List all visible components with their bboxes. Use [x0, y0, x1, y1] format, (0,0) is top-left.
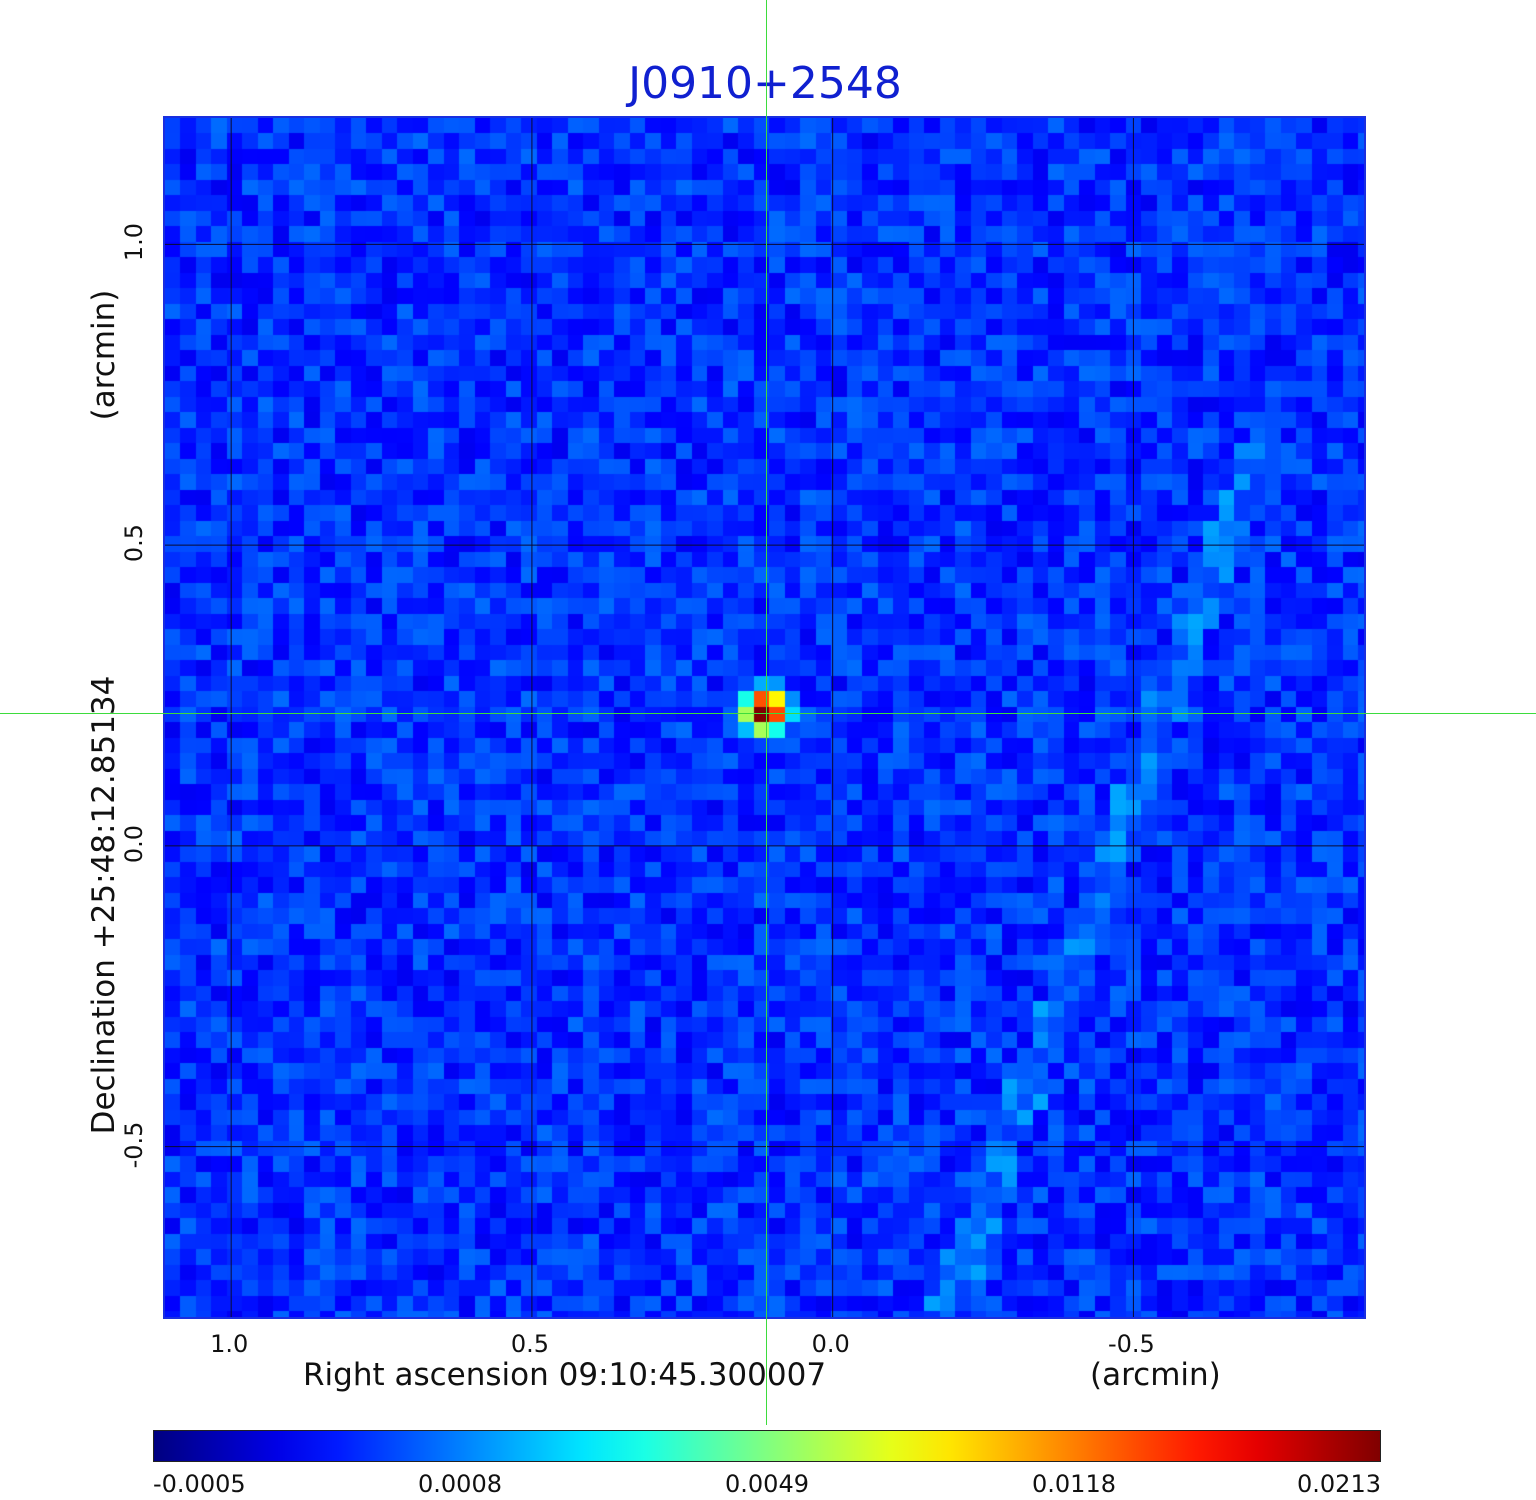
y-axis-label: Declination +25:48:12.85134: [86, 675, 122, 1135]
y-tick-label: 0.5: [120, 523, 148, 563]
colorbar-tick-label: 0.0008: [418, 1470, 502, 1498]
colorbar: [153, 1430, 1381, 1462]
colorbar-tick-label: 0.0049: [725, 1470, 809, 1498]
coordinate-grid: [165, 118, 1364, 1317]
colorbar-tick-label: 0.0118: [1032, 1470, 1116, 1498]
chart-title: J0910+2548: [628, 58, 902, 109]
x-tick-label: 1.0: [210, 1330, 249, 1358]
x-tick-label: -0.5: [1107, 1330, 1155, 1358]
y-tick-label: -0.5: [120, 1121, 148, 1168]
sky-image[interactable]: [163, 116, 1366, 1319]
y-tick-label: 1.0: [120, 223, 148, 262]
intensity-map: [165, 118, 1364, 1317]
x-axis-unit: (arcmin): [1090, 1357, 1221, 1393]
x-axis-label: Right ascension 09:10:45.300007: [303, 1357, 827, 1393]
y-axis-unit: (arcmin): [86, 289, 122, 421]
x-tick-label: 0.0: [811, 1330, 850, 1358]
x-tick-label: 0.5: [510, 1330, 549, 1358]
colorbar-tick-label: 0.0213: [1297, 1470, 1381, 1498]
y-tick-label: 0.0: [120, 824, 148, 863]
crosshair-horizontal: [0, 713, 1536, 714]
crosshair-vertical: [766, 0, 767, 1425]
colorbar-tick-label: -0.0005: [153, 1470, 246, 1498]
